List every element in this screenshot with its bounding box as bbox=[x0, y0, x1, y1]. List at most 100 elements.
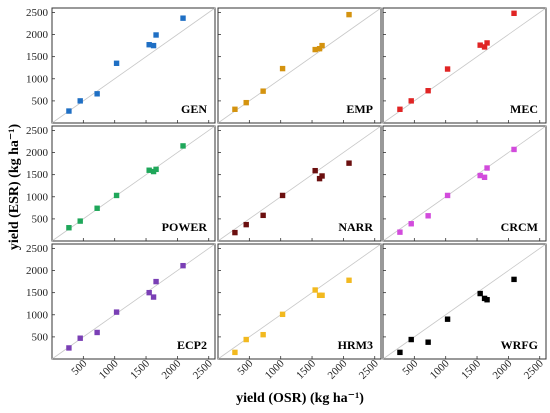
y-tick-label: 2500 bbox=[26, 125, 49, 137]
x-tick-label: 1000 bbox=[428, 357, 452, 381]
data-point bbox=[316, 45, 323, 52]
one-to-one-line bbox=[217, 125, 382, 242]
data-point bbox=[113, 192, 120, 199]
data-point bbox=[94, 205, 100, 211]
data-point bbox=[153, 32, 159, 38]
panel-label: WRFG bbox=[501, 338, 538, 352]
panel-gen: 500 1000 1500 2000 2500 GEN bbox=[26, 7, 216, 124]
data-point bbox=[397, 349, 403, 356]
data-point bbox=[113, 309, 120, 315]
data-point bbox=[77, 98, 83, 104]
data-point bbox=[319, 42, 325, 49]
x-tick-label: 1500 bbox=[294, 357, 318, 381]
x-tick-label: 2000 bbox=[490, 357, 514, 381]
y-tick-label: 1500 bbox=[26, 287, 49, 299]
panel-label: ECP2 bbox=[177, 338, 207, 352]
data-point bbox=[484, 297, 490, 303]
data-point bbox=[153, 278, 159, 285]
y-tick-label: 2500 bbox=[26, 7, 49, 19]
data-point bbox=[279, 311, 286, 318]
x-tick-label: 1500 bbox=[459, 357, 483, 381]
panel-wrfg: 500 1000 1500 2000 2500 WRFG bbox=[382, 243, 547, 382]
data-point bbox=[312, 46, 318, 53]
x-tick-label: 1000 bbox=[97, 357, 121, 381]
data-point bbox=[484, 40, 490, 46]
data-point bbox=[481, 174, 488, 181]
x-tick-label: 2000 bbox=[325, 357, 349, 381]
data-point bbox=[243, 99, 249, 106]
y-tick-label: 1500 bbox=[26, 169, 49, 181]
panel-label: CRCM bbox=[501, 220, 538, 234]
one-to-one-line bbox=[382, 7, 547, 124]
data-point bbox=[243, 336, 249, 343]
data-point bbox=[319, 173, 325, 179]
data-point bbox=[66, 345, 72, 351]
panel-label: GEN bbox=[181, 102, 207, 116]
y-axis-title: yield (ESR) (kg ha⁻¹) bbox=[7, 124, 22, 251]
data-point bbox=[444, 66, 451, 72]
data-point bbox=[153, 166, 159, 173]
data-point bbox=[397, 229, 403, 235]
data-point bbox=[150, 42, 157, 49]
x-tick-label: 500 bbox=[235, 357, 256, 378]
data-point bbox=[66, 225, 72, 231]
data-point bbox=[146, 42, 152, 48]
y-tick-label: 500 bbox=[32, 213, 49, 225]
panel-mec: MEC bbox=[382, 7, 547, 124]
data-point bbox=[260, 212, 266, 219]
data-point bbox=[408, 98, 414, 104]
x-tick-label: 500 bbox=[400, 357, 421, 378]
data-point bbox=[66, 108, 72, 114]
data-point bbox=[511, 146, 517, 153]
panel-label: NARR bbox=[338, 220, 373, 234]
data-point bbox=[146, 289, 152, 296]
data-point bbox=[444, 316, 451, 322]
panel-label: EMP bbox=[346, 102, 373, 116]
panel-emp: EMP bbox=[217, 7, 382, 124]
data-point bbox=[232, 106, 238, 112]
y-tick-label: 500 bbox=[32, 331, 49, 343]
data-point bbox=[346, 160, 352, 166]
data-point bbox=[397, 106, 403, 112]
data-point bbox=[180, 143, 186, 149]
data-point bbox=[477, 172, 483, 179]
data-point bbox=[180, 262, 186, 269]
data-point bbox=[260, 331, 266, 338]
data-point bbox=[425, 213, 431, 219]
data-point bbox=[113, 60, 120, 66]
y-tick-label: 2000 bbox=[26, 265, 49, 277]
y-tick-label: 1000 bbox=[26, 73, 49, 85]
data-point bbox=[511, 10, 517, 17]
panel-ecp2: 500 1000 1500 2000 2500 500 1000 1500 2000 2500 EC… bbox=[26, 243, 216, 382]
x-tick-label: 2500 bbox=[191, 357, 215, 381]
y-tick-label: 2500 bbox=[26, 243, 49, 255]
data-point bbox=[232, 349, 238, 356]
y-tick-label: 2000 bbox=[26, 147, 49, 159]
data-point bbox=[444, 192, 451, 199]
panel-narr: NARR bbox=[217, 125, 382, 242]
panel-power: 500 1000 1500 2000 2500 POWER bbox=[26, 125, 216, 242]
data-point bbox=[232, 229, 238, 236]
data-point bbox=[312, 167, 318, 174]
y-tick-label: 2000 bbox=[26, 29, 49, 41]
data-point bbox=[150, 294, 157, 300]
data-point bbox=[511, 276, 517, 283]
data-point bbox=[279, 65, 286, 72]
x-tick-label: 2500 bbox=[522, 357, 546, 381]
panel-crcm: CRCM bbox=[382, 125, 547, 242]
panel-hrm3: 500 1000 1500 2000 2500 HRM3 bbox=[217, 243, 382, 382]
data-point bbox=[319, 292, 325, 299]
data-point bbox=[477, 42, 483, 48]
data-point bbox=[481, 44, 488, 50]
x-tick-label: 1500 bbox=[128, 357, 152, 381]
x-tick-label: 500 bbox=[69, 357, 90, 378]
panel-label: MEC bbox=[510, 102, 538, 116]
data-point bbox=[477, 290, 483, 297]
x-tick-label: 2500 bbox=[357, 357, 381, 381]
data-point bbox=[312, 287, 318, 293]
panel-label: POWER bbox=[162, 220, 208, 234]
data-point bbox=[94, 329, 100, 336]
data-point bbox=[425, 88, 431, 94]
